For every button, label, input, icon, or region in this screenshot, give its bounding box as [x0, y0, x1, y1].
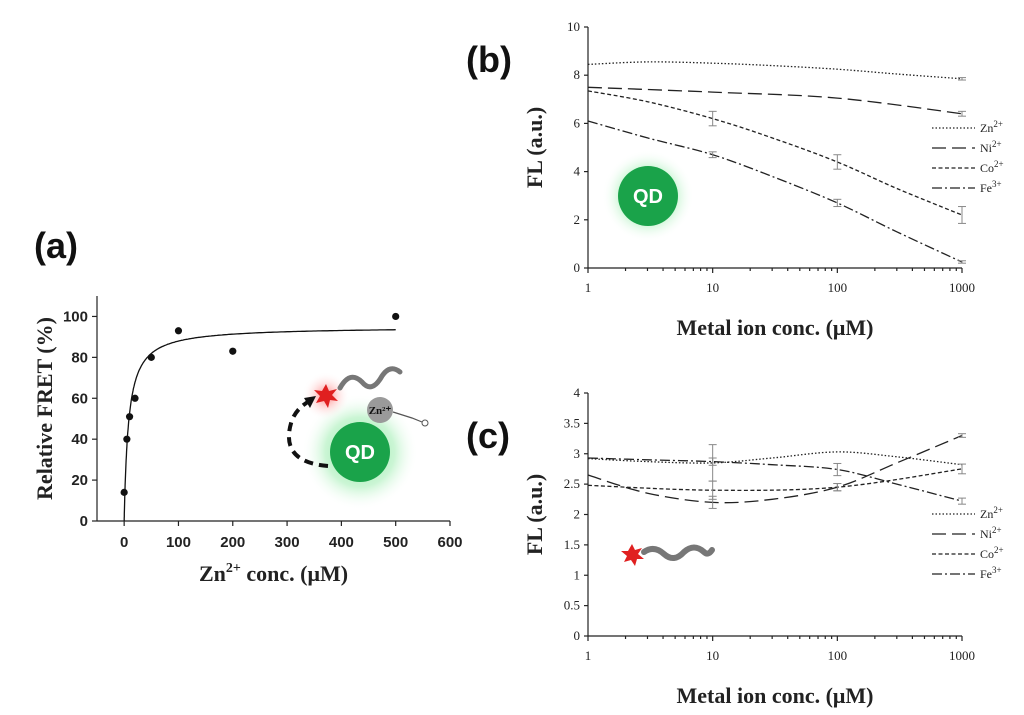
- chart-c-legend-label: Fe3+: [980, 565, 1002, 581]
- chart-c-ytick-label: 0.5: [564, 598, 580, 613]
- a-ytick-label: 100: [63, 308, 88, 325]
- ligand-end-icon: [421, 419, 429, 427]
- a-data-point: [147, 353, 155, 361]
- zn-ion-icon: [367, 397, 393, 423]
- a-data-point: [120, 488, 128, 496]
- chart-b-series-ni-line: [587, 86, 963, 115]
- chart-b-legend-label: Ni2+: [980, 139, 1002, 155]
- qd-icon-b: QD: [602, 150, 694, 242]
- chart-b-ylabel: FL (a.u.): [522, 107, 547, 188]
- a-data-point: [229, 347, 237, 355]
- a-xtick-label: 100: [166, 534, 191, 551]
- a-xtick-label: 0: [120, 534, 128, 551]
- chart-c-ytick-label: 2.5: [564, 476, 580, 491]
- chart-c-legend-label: Ni2+: [980, 525, 1002, 541]
- fret-illustration: QD Zn²⁺: [286, 366, 429, 510]
- chart-c-series-ni-line: [587, 434, 963, 504]
- chart-c-xtick-label: 1000: [949, 648, 975, 663]
- dye-star-c-icon: [621, 544, 644, 566]
- dna-strand-icon: [337, 366, 403, 391]
- chart-c-legend-label: Co2+: [980, 545, 1004, 561]
- chart-c-ytick-label: 1.5: [564, 537, 580, 552]
- chart-b-ytick-label: 2: [574, 212, 581, 227]
- chart-c-ytick-label: 1: [574, 567, 581, 582]
- ligand-line-icon: [392, 411, 423, 423]
- chart-c-series-co-line: [587, 468, 963, 491]
- chart-b-legend-label: Fe3+: [980, 179, 1002, 195]
- a-data-point: [392, 312, 400, 321]
- a-ytick-label: 80: [71, 349, 88, 366]
- chart-b-ytick-label: 4: [574, 164, 581, 179]
- chart-c-series-fe-line: [587, 457, 963, 502]
- chart-c-ylabel: FL (a.u.): [522, 474, 547, 555]
- zn-ion-label: Zn²⁺: [369, 405, 392, 417]
- chart-c-ytick-label: 4: [574, 385, 581, 400]
- a-xtick-label: 300: [275, 534, 300, 551]
- a-xtick-label: 400: [329, 534, 354, 551]
- chart-b-series-fe-line: [587, 120, 963, 263]
- a-xtick-label: 500: [383, 534, 408, 551]
- chart-c-ytick-label: 3: [574, 446, 581, 461]
- fret-arrowhead-icon: [304, 396, 316, 408]
- chart-c-xtick-label: 10: [706, 648, 719, 663]
- qd-dot-b-icon: [618, 166, 678, 226]
- chart-b: 0 2 4 6 8 10 1 10 100 1000 Zn2+ Ni2+ Co2+ Fe3+ Metal i…: [522, 19, 1004, 340]
- chart-b-legend-label: Co2+: [980, 159, 1004, 175]
- panel-label-c: (c): [466, 415, 510, 456]
- chart-c-ytick-label: 3.5: [564, 415, 580, 430]
- chart-b-xtick-label: 10: [706, 280, 719, 295]
- a-xtick-label: 200: [220, 534, 245, 551]
- fret-arrow-icon: [286, 398, 329, 468]
- chart-c-xlabel: Metal ion conc. (μM): [677, 683, 874, 708]
- chart-b-ytick-label: 0: [574, 260, 581, 275]
- a-xlabel: Zn2+ conc. (μM): [199, 561, 348, 586]
- chart-c-xtick-label: 100: [828, 648, 848, 663]
- a-ytick-label: 0: [80, 513, 88, 530]
- chart-c: 0 0.5 1 1.5 2 2.5 3 3.5 4 1 10 100 1000 Zn2+ Ni2+ Co2+ F…: [522, 385, 1004, 708]
- panel-label-a: (a): [34, 225, 78, 266]
- a-ytick-label: 20: [71, 472, 88, 489]
- a-data-point: [125, 413, 134, 421]
- panel-label-b: (b): [466, 39, 512, 80]
- chart-a: 0 20 40 60 80 100 0 100 200 300 400 500 600 Zn2+ conc…: [32, 296, 463, 586]
- qd-label-b: QD: [633, 186, 663, 208]
- chart-c-ytick-label: 2: [574, 507, 581, 522]
- chart-b-series-zn-line: [587, 61, 963, 80]
- chart-c-series-zn-line: [587, 451, 963, 466]
- chart-b-xtick-label: 1000: [949, 280, 975, 295]
- chart-c-ytick-label: 0: [574, 628, 581, 643]
- chart-c-legend-label: Zn2+: [980, 505, 1003, 521]
- chart-b-ytick-label: 8: [574, 67, 581, 82]
- chart-c-xtick-label: 1: [585, 648, 592, 663]
- a-xtick-label: 600: [437, 534, 462, 551]
- chart-b-ytick-label: 10: [567, 19, 580, 34]
- chart-b-series-co-line: [587, 90, 963, 216]
- a-ylabel: Relative FRET (%): [32, 317, 57, 500]
- dna-strand-c-icon: [641, 544, 715, 561]
- dye-star-icon: [314, 384, 338, 408]
- a-ytick-label: 40: [71, 431, 88, 448]
- a-data-point: [131, 394, 139, 402]
- a-data-point: [174, 327, 183, 335]
- chart-b-xtick-label: 100: [828, 280, 848, 295]
- a-data-point: [123, 435, 131, 443]
- chart-b-legend-label: Zn2+: [980, 119, 1003, 135]
- chart-b-xlabel: Metal ion conc. (μM): [677, 315, 874, 340]
- qd-label: QD: [345, 442, 375, 464]
- a-ytick-label: 60: [71, 390, 88, 407]
- dye-dna-icon-c: [621, 544, 715, 566]
- chart-b-xtick-label: 1: [585, 280, 592, 295]
- chart-b-ytick-label: 6: [574, 115, 581, 130]
- qd-dot-icon: [330, 422, 390, 482]
